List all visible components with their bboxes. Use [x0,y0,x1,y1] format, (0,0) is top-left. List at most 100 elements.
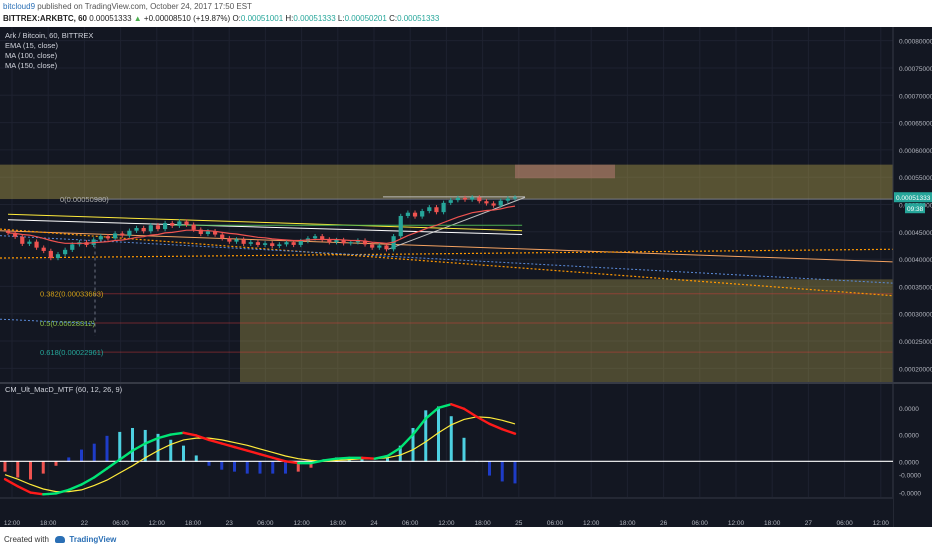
price-tick: 0.00080000 [899,39,932,46]
time-tick: 06:00 [692,520,709,527]
macd-histogram-bar [3,461,7,472]
candle [412,212,418,217]
macd-line-segment [207,438,223,445]
last-price-tag-text: 0.00051333 [896,195,931,202]
open-value: 0.00051001 [240,14,284,23]
price-tick: 0.00060000 [899,148,932,155]
time-tick: 24 [370,520,378,527]
time-tick: 23 [226,520,234,527]
macd-line-segment [258,453,274,459]
macd-histogram-bar [29,461,32,480]
macd-histogram-bar [182,445,185,462]
macd-histogram-bar [245,461,249,474]
macd-histogram-bar [156,433,160,462]
price-tick: 0.00075000 [899,66,932,73]
time-tick: 06:00 [836,520,853,527]
chart-area[interactable]: 0(0.00050980) 0.382(0.00033663) 0.5(0.0002… [0,27,932,527]
candle [491,203,496,206]
macd-line-segment [271,456,287,463]
candle [34,241,39,248]
candle [5,231,11,233]
macd-line-segment [322,457,338,462]
time-tick: 18:00 [330,520,347,527]
macd-line-segment [424,406,440,420]
time-tick: 06:00 [112,520,129,527]
candle [198,229,203,234]
macd-histogram-bar [437,406,440,462]
high-value: 0.00051333 [293,14,336,23]
ma100-line [7,219,523,235]
macd-histogram-bar [360,459,364,462]
macd-histogram-bar [80,449,83,462]
macd-line-segment [437,403,453,410]
price-change: +0.00008510 (+19.87%) [143,14,231,23]
candle [477,197,482,202]
candle [141,227,146,232]
time-tick: 12:00 [728,520,745,527]
change-arrow-icon: ▲ [133,14,142,23]
legend-ma100: MA (100, close) [5,51,58,60]
macd-histogram-bar [92,443,96,462]
candle [398,215,403,237]
candle [427,207,432,212]
fib-label: 0(0.00050980) [60,195,109,204]
macd-line-segment [131,442,147,452]
macd-line-segment [42,492,58,496]
macd-tick: 0.0000 [899,406,919,413]
footer: Created with TradingView [4,535,116,544]
macd-line-segment [29,491,45,496]
macd-line-segment [80,476,96,486]
candle [370,244,375,248]
time-tick: 27 [805,520,813,527]
macd-line-segment [373,454,389,460]
macd-histogram-bar [105,435,109,462]
price-tick: 0.00045000 [899,230,932,237]
macd-histogram-bar [271,461,275,474]
candle [284,242,289,245]
author-link[interactable]: bitcloud9 [3,2,36,11]
macd-line-segment [501,428,517,435]
candle [277,244,282,247]
macd-line-segment [475,415,491,426]
macd-histogram-bar [54,461,58,466]
time-tick: 18:00 [474,520,491,527]
candle [441,202,446,213]
candle [298,241,303,245]
candle [470,197,475,200]
macd-histogram-bar [284,461,287,474]
time-tick: 22 [81,520,89,527]
candle [162,223,168,230]
candle [512,197,518,199]
candle [448,200,453,203]
candle [270,243,275,247]
price-axis-bg [893,27,932,527]
chart-canvas[interactable]: 0(0.00050980) 0.382(0.00033663) 0.5(0.0002… [0,27,932,527]
ema15-line [7,205,516,244]
price-tick: 0.00035000 [899,284,932,291]
time-tick: 06:00 [402,520,419,527]
candle [120,233,125,236]
tradingview-brand[interactable]: TradingView [69,535,117,544]
candle [312,236,318,239]
macd-histogram-bar [16,461,20,478]
macd-histogram-bar [194,455,198,462]
macd-line-segment [220,442,236,449]
time-tick: 18:00 [185,520,202,527]
time-tick: 12:00 [4,520,21,527]
macd-histogram-bar [424,410,428,462]
candle [234,239,239,242]
candle [177,221,182,226]
candle [212,231,218,235]
candle [462,197,468,200]
candle [98,236,103,240]
time-tick: 12:00 [149,520,166,527]
high-label: H: [285,14,294,23]
candle [498,200,503,206]
macd-line-segment [16,485,32,494]
candle [48,250,53,259]
price-tick: 0.00025000 [899,339,932,346]
macd-histogram-bar [462,437,466,462]
macd-histogram-bar [220,461,224,470]
created-with-text: Created with [4,535,49,544]
countdown-tag-text: 09:38 [907,206,924,213]
